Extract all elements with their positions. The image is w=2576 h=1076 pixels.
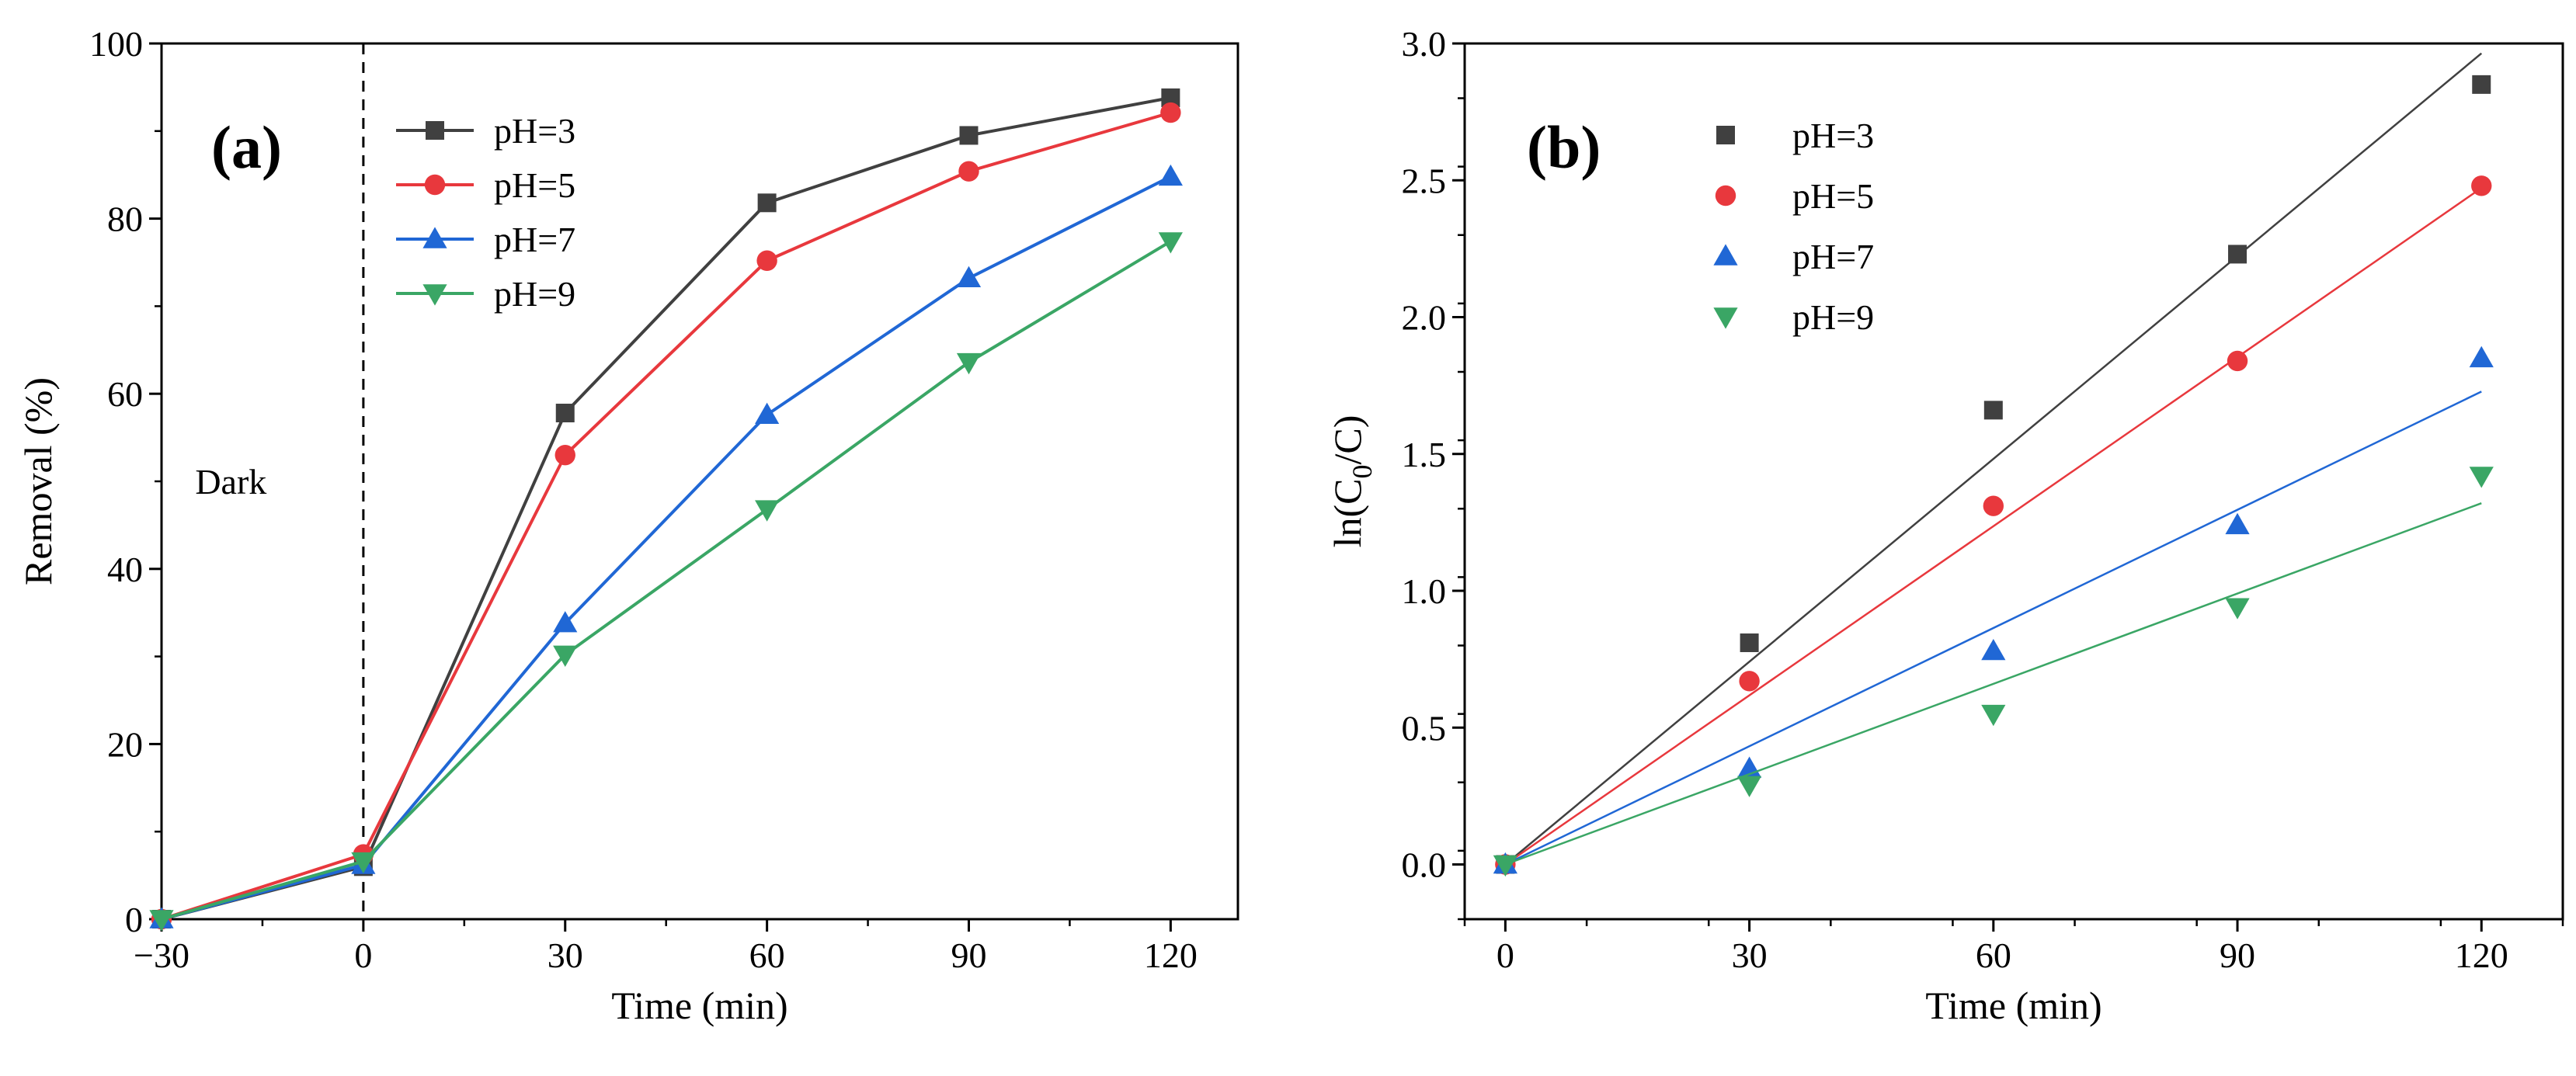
y-tick-label: 40 — [107, 550, 143, 589]
data-point — [1158, 232, 1183, 254]
data-point — [1740, 633, 1759, 652]
legend-label: pH=7 — [1792, 237, 1874, 276]
data-point — [756, 250, 777, 271]
legend-marker — [1715, 185, 1736, 207]
fit-line-pH=9 — [1504, 502, 2482, 866]
data-point — [553, 645, 578, 667]
y-tick-label: 2.0 — [1402, 298, 1447, 338]
y-tick-label: 0 — [125, 900, 143, 939]
legend-marker — [1713, 244, 1738, 266]
data-point — [1983, 401, 2003, 420]
y-axis-title-part: /C) — [1326, 415, 1369, 465]
series-line-pH=7 — [161, 175, 1172, 921]
legend-marker — [422, 284, 447, 306]
legend-marker — [424, 174, 446, 196]
series-line-pH=9 — [161, 240, 1172, 921]
data-point — [2225, 598, 2250, 620]
y-axis-title: Removal (%) — [16, 377, 60, 585]
data-point — [2227, 350, 2248, 372]
data-point — [1981, 704, 2006, 727]
data-point — [1158, 164, 1183, 186]
y-tick-label: 0.0 — [1402, 845, 1447, 885]
x-tick-label: 0 — [1497, 935, 1514, 975]
plot-frame — [1463, 42, 2564, 921]
data-point — [555, 404, 575, 423]
y-tick-label: 20 — [107, 724, 143, 764]
legend-label: pH=5 — [1792, 176, 1874, 216]
fit-line-pH=3 — [1504, 52, 2483, 866]
y-tick-label: 80 — [107, 200, 143, 239]
legend-label: pH=3 — [494, 111, 575, 151]
x-tick-label: 60 — [1976, 935, 2011, 975]
x-tick-label: 60 — [749, 935, 785, 975]
data-point — [553, 611, 578, 633]
data-point — [2469, 345, 2494, 368]
legend-marker — [1716, 126, 1735, 144]
data-point — [1493, 855, 1517, 877]
data-point — [2471, 175, 2492, 196]
y-axis-title: ln(C0/C) — [1326, 415, 1378, 548]
data-point — [1983, 495, 2004, 516]
x-tick-label: 120 — [2455, 935, 2508, 975]
panel-label: (b) — [1527, 113, 1601, 181]
x-tick-label: 30 — [1732, 935, 1768, 975]
x-tick-label: 120 — [1144, 935, 1198, 975]
data-point — [757, 193, 777, 213]
data-point — [755, 500, 780, 522]
legend-label: pH=9 — [1792, 297, 1874, 337]
x-tick-label: 90 — [951, 935, 987, 975]
series-line-pH=5 — [161, 111, 1171, 921]
legend-marker — [422, 227, 447, 248]
x-tick-label: 90 — [2220, 935, 2255, 975]
x-tick-label: 0 — [354, 935, 372, 975]
data-point — [149, 910, 174, 932]
x-axis-title: Time (min) — [611, 984, 787, 1027]
y-axis-title-subscript: 0 — [1347, 465, 1378, 479]
data-point — [2472, 75, 2491, 94]
x-tick-label: 30 — [548, 935, 583, 975]
data-point — [1736, 776, 1762, 797]
y-tick-label: 2.5 — [1402, 161, 1447, 200]
data-point — [554, 444, 575, 466]
y-axis-title-part: ln(C — [1326, 479, 1369, 548]
panel-label: (a) — [211, 113, 282, 181]
legend-marker — [1713, 307, 1738, 329]
data-point — [1739, 671, 1760, 692]
x-tick-label: −30 — [134, 935, 189, 975]
data-point — [959, 126, 979, 145]
legend-label: pH=7 — [494, 220, 575, 259]
plot-frame — [160, 42, 1239, 921]
data-point — [1160, 102, 1181, 123]
data-point — [351, 852, 376, 874]
y-tick-label: 3.0 — [1402, 24, 1447, 64]
x-axis-title: Time (min) — [1925, 984, 2101, 1027]
legend-label: pH=3 — [1792, 116, 1874, 155]
data-point — [2469, 467, 2494, 488]
y-tick-label: 100 — [89, 24, 143, 64]
y-tick-label: 1.5 — [1402, 435, 1447, 474]
y-tick-label: 1.0 — [1402, 571, 1447, 611]
panel-b-kinetics-chart: 0 30 60 90 120 0.0 0.5 1.0 1.5 2.0 2.5 3.0 Time (min… — [1326, 24, 2564, 1027]
dark-annotation: Dark — [195, 462, 266, 502]
data-point — [958, 161, 979, 182]
fit-line-pH=7 — [1504, 390, 2482, 866]
legend-label: pH=5 — [494, 165, 575, 205]
data-point — [956, 266, 982, 288]
data-point — [755, 402, 780, 424]
legend-marker — [426, 121, 444, 140]
y-tick-label: 0.5 — [1402, 708, 1447, 748]
data-point — [2228, 245, 2247, 264]
y-tick-label: 60 — [107, 374, 143, 414]
series-line-pH=3 — [161, 95, 1171, 921]
legend-label: pH=9 — [494, 274, 575, 314]
fit-line-pH=5 — [1504, 187, 2482, 866]
data-point — [956, 352, 982, 375]
data-point — [2225, 512, 2250, 535]
data-point — [1981, 638, 2006, 661]
